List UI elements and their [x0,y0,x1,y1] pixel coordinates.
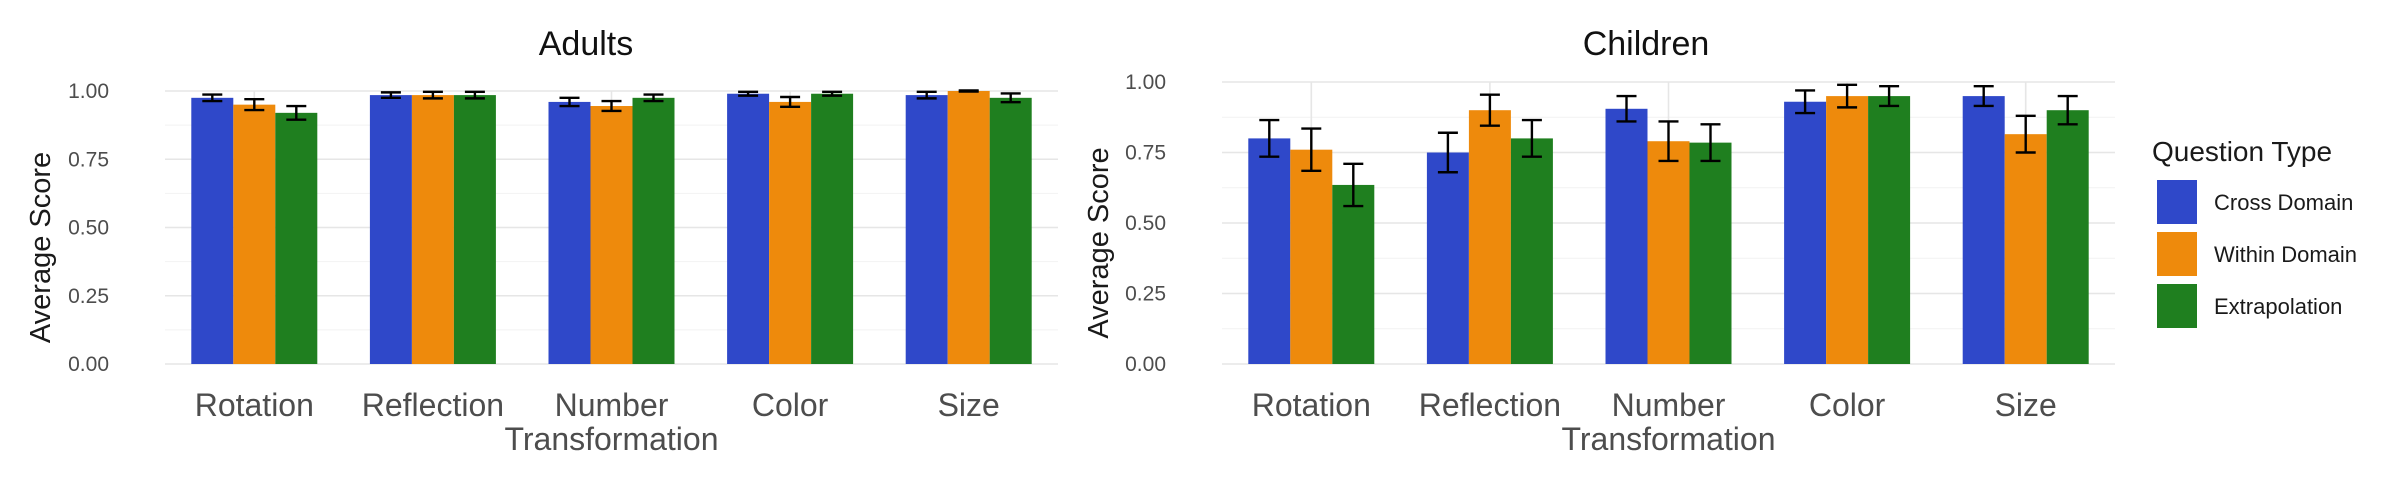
error-bar [822,90,843,97]
bar-cross-domain [905,95,948,364]
bar-within-domain [1290,149,1333,364]
bar-cross-domain [1248,138,1291,364]
y-tick-label: 1.00 [68,80,109,103]
bar-extrapolation [2046,110,2089,364]
bar-within-domain [947,91,990,364]
bar-within-domain [2004,134,2047,364]
bar-extrapolation [632,97,675,364]
error-bar [1658,120,1679,163]
error-bar [1973,85,1994,108]
error-bar [1479,93,1500,127]
bar-extrapolation [811,93,854,364]
bar-cross-domain [727,93,770,364]
bar-extrapolation [1332,184,1375,364]
y-tick-label: 1.00 [1125,71,1166,94]
panel-children: 0.00 0.25 0.50 0.75 1.00 Rotation Reflection Nu… [1083,25,2115,457]
bar-cross-domain [369,95,412,364]
y-tick-label: 0.75 [1125,142,1166,165]
y-tick-label: 0.25 [1125,283,1166,306]
legend-label: Extrapolation [2214,294,2342,319]
error-bar [738,90,759,97]
error-bar [1616,94,1637,123]
bar-extrapolation [453,95,496,364]
x-tick-label: Size [938,387,1000,423]
y-axis-label: Average Score [25,152,57,343]
error-bar [380,91,401,100]
error-bar [916,90,937,100]
legend-label: Within Domain [2214,242,2357,267]
bar-cross-domain [1962,96,2005,364]
x-tick-label: Size [1995,387,2057,423]
x-tick-label: Number Transformation [1562,387,1776,457]
x-tick-label: Number Transformation [505,387,719,457]
bar-cross-domain [1426,152,1469,364]
y-tick-label: 0.50 [68,217,109,240]
legend-swatch [2157,232,2197,276]
bar-within-domain [590,106,633,364]
error-bar [2057,94,2078,126]
x-tick-label: Color [752,387,829,423]
error-bar [559,96,580,108]
bar-cross-domain [1784,101,1827,365]
bar-within-domain [1468,110,1511,364]
bar-cross-domain [191,97,234,364]
error-bar [1521,118,1542,158]
error-bar [1437,131,1458,174]
y-axis-label: Average Score [1083,147,1115,338]
bar-within-domain [769,101,812,365]
bar-extrapolation [1868,96,1911,364]
error-bar [1343,162,1364,208]
y-tick-label: 0.75 [68,148,109,171]
bar-within-domain [1647,141,1690,364]
error-bar [2015,114,2036,154]
error-bar [1700,123,1721,163]
bar-cross-domain [1605,108,1648,364]
legend-swatch [2157,180,2197,224]
error-bar [1837,83,1858,109]
x-tick-label: Color [1809,387,1886,423]
panel-adults: 0.00 0.25 0.50 0.75 1.00 Rotation Reflection Nu… [25,25,1058,457]
error-bar [601,99,622,113]
x-tick-label: Rotation [1252,387,1371,423]
y-tick-label: 0.00 [1125,353,1166,376]
error-bar [286,104,307,121]
bar-extrapolation [275,112,318,364]
y-tick-label: 0.00 [68,353,109,376]
error-bar [244,97,265,112]
error-bar [1000,92,1021,104]
error-bar [1879,85,1900,108]
bar-within-domain [411,95,454,364]
panel-title: Adults [539,25,634,63]
error-bar [422,90,443,100]
error-bar [643,93,664,103]
error-bar [202,93,223,103]
bar-extrapolation [989,97,1032,364]
error-bar [1301,127,1322,173]
x-tick-label: Reflection [362,387,504,423]
error-bar [780,95,801,109]
legend: Question Type Cross Domain Within Domain Ex… [2152,136,2357,328]
bar-extrapolation [1689,142,1732,364]
x-tick-label: Rotation [195,387,314,423]
panel-title: Children [1583,25,1710,63]
bar-within-domain [1826,96,1869,364]
error-bar [958,89,979,93]
bar-extrapolation [1510,138,1553,364]
bar-cross-domain [548,101,591,365]
legend-label: Cross Domain [2214,190,2353,215]
legend-title: Question Type [2152,136,2332,167]
y-tick-label: 0.50 [1125,212,1166,235]
error-bar [1259,118,1280,158]
bar-within-domain [233,104,276,365]
error-bar [464,90,485,100]
x-tick-label: Reflection [1419,387,1561,423]
legend-swatch [2157,284,2197,328]
error-bar [1795,89,1816,115]
y-tick-label: 0.25 [68,285,109,308]
